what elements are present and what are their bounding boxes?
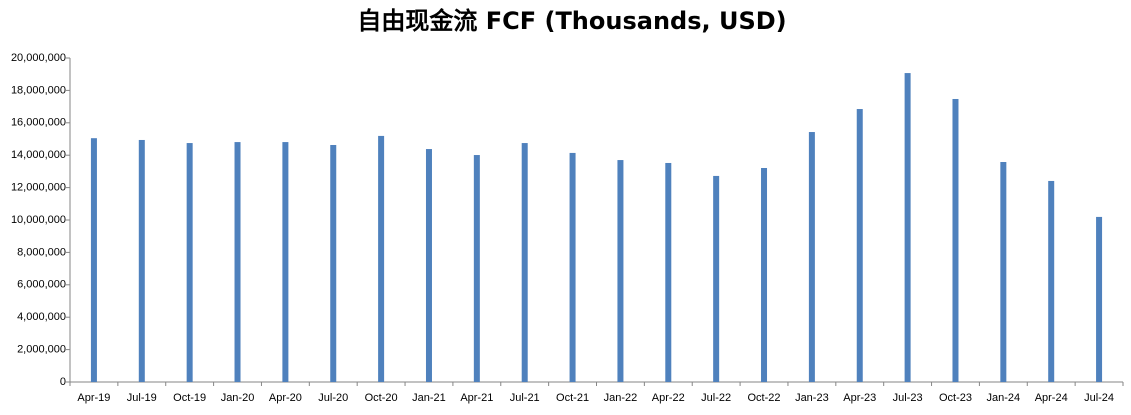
bar (761, 167, 768, 382)
bar (856, 109, 863, 382)
x-tick-label: Jul-19 (127, 392, 157, 404)
x-tick-label: Apr-21 (460, 392, 493, 404)
bar (378, 135, 385, 382)
bar (569, 152, 576, 382)
x-tick-label: Oct-21 (556, 392, 589, 404)
y-tick-label: 16,000,000 (11, 117, 66, 129)
bar (186, 143, 193, 382)
chart-title: 自由现金流 FCF (Thousands, USD) (357, 7, 786, 35)
bar (473, 155, 480, 382)
x-tick-label: Jul-22 (701, 392, 731, 404)
bar (952, 98, 959, 383)
x-tick-label: Jan-21 (412, 392, 446, 404)
x-tick-label: Jul-20 (318, 392, 348, 404)
y-tick-label: 14,000,000 (11, 149, 66, 161)
y-tick-label: 8,000,000 (17, 246, 66, 258)
y-tick-label: 6,000,000 (17, 279, 66, 291)
bar (1000, 162, 1007, 382)
x-tick-label: Apr-20 (269, 392, 302, 404)
x-tick-label: Jan-22 (604, 392, 638, 404)
x-tick-label: Jan-24 (987, 392, 1021, 404)
bar (904, 73, 911, 382)
bar (90, 138, 97, 382)
x-tick-label: Oct-23 (939, 392, 972, 404)
bar (617, 160, 624, 382)
bar (138, 139, 145, 382)
y-tick-label: 10,000,000 (11, 214, 66, 226)
x-tick-label: Apr-19 (77, 392, 110, 404)
bar (808, 132, 815, 382)
bar (425, 149, 432, 382)
y-tick-label: 0 (60, 376, 66, 388)
x-tick-label: Oct-20 (365, 392, 398, 404)
x-tick-label: Jul-24 (1084, 392, 1114, 404)
x-tick-label: Jul-23 (893, 392, 923, 404)
x-tick-label: Oct-19 (173, 392, 206, 404)
y-tick-label: 2,000,000 (17, 344, 66, 356)
y-tick-label: 4,000,000 (17, 311, 66, 323)
x-tick-label: Apr-22 (652, 392, 685, 404)
bar (713, 175, 720, 382)
x-tick-label: Apr-24 (1035, 392, 1068, 404)
x-tick-label: Oct-22 (748, 392, 781, 404)
x-tick-label: Jan-23 (795, 392, 829, 404)
bar (330, 144, 337, 382)
bar (1048, 180, 1055, 382)
y-tick-label: 18,000,000 (11, 84, 66, 96)
bar (521, 143, 528, 382)
x-tick-label: Jul-21 (510, 392, 540, 404)
x-tick-label: Apr-23 (843, 392, 876, 404)
y-tick-label: 12,000,000 (11, 182, 66, 194)
bar (1096, 216, 1103, 382)
bar (234, 142, 241, 382)
y-tick-label: 20,000,000 (11, 52, 66, 64)
x-tick-label: Jan-20 (221, 392, 255, 404)
bar (282, 142, 289, 382)
bar (665, 162, 672, 382)
